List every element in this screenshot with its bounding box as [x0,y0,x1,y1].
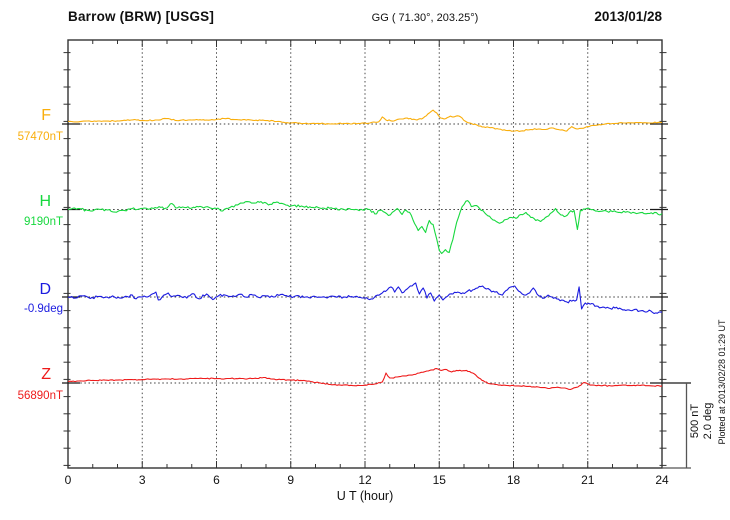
x-tick-label-9: 9 [287,473,295,487]
plotted-at-label: Plotted at 2013/02/28 01:29 UT [717,319,727,445]
series-H-letter: H [39,193,51,210]
x-tick-label-0: 0 [64,473,72,487]
scale-bar-deg-label: 2.0 deg [702,402,714,440]
x-tick-label-24: 24 [655,473,669,487]
series-F-baseline-value: 57470nT [17,131,63,143]
date-label: 2013/01/28 [594,9,662,24]
scale-bar-label: 500 nT 2.0 deg [689,376,717,466]
x-tick-label-18: 18 [506,473,521,487]
series-Z-baseline-value: 56890nT [17,390,63,402]
series-D-baseline-value: -0.9deg [23,303,63,315]
x-tick-label-21: 21 [581,473,595,487]
station-title: Barrow (BRW) [USGS] [68,9,215,24]
series-Z-letter: Z [41,366,51,383]
series-D-letter: D [39,281,51,298]
x-axis-title: U T (hour) [336,489,394,503]
trace-Z [67,368,663,391]
x-tick-label-15: 15 [432,473,446,487]
scale-bar-nt-label: 500 nT [689,403,701,439]
x-tick-label-12: 12 [358,473,372,487]
trace-H [67,200,663,255]
series-H-baseline-value: 9190nT [23,216,63,228]
series-F-letter: F [41,107,51,124]
trace-F [68,109,663,132]
x-tick-label-3: 3 [138,473,146,487]
trace-D [67,282,663,315]
geographic-coordinates-label: GG ( 71.30°, 203.25°) [371,12,479,24]
x-tick-label-6: 6 [213,473,220,487]
